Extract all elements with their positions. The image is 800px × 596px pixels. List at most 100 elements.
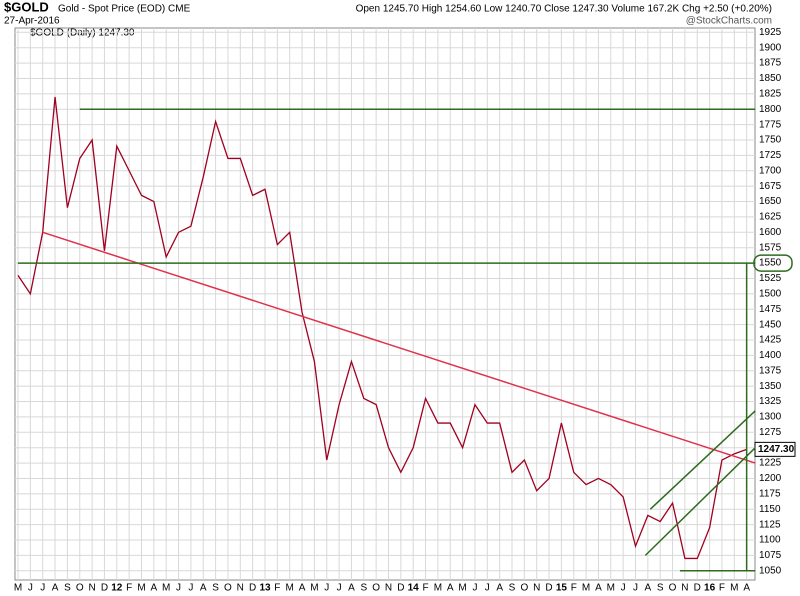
x-tick-label: J bbox=[28, 583, 33, 594]
y-tick-label: 1850 bbox=[759, 73, 782, 84]
price-line bbox=[17, 96, 747, 560]
y-tick-label: 1450 bbox=[759, 319, 782, 330]
chart-subtitle: Gold - Spot Price (EOD) CME bbox=[58, 4, 191, 15]
x-tick-label: J bbox=[621, 583, 626, 594]
y-tick-label: 1200 bbox=[759, 473, 782, 484]
x-tick-label: J bbox=[633, 583, 638, 594]
y-tick-label: 1375 bbox=[759, 365, 782, 376]
x-tick-label: M bbox=[310, 583, 318, 594]
y-tick-label: 1675 bbox=[759, 181, 782, 192]
y-tick-label: 1775 bbox=[759, 119, 782, 130]
x-tick-label: S bbox=[657, 583, 664, 594]
y-tick-label: 1925 bbox=[759, 27, 782, 38]
x-tick-label: O bbox=[224, 583, 232, 594]
y-tick-label: 1075 bbox=[759, 550, 782, 561]
x-tick-label: 12 bbox=[111, 583, 123, 594]
y-tick-label: 1600 bbox=[759, 227, 782, 238]
y-tick-label: 1525 bbox=[759, 273, 782, 284]
quote: Open 1245.70 High 1254.60 Low 1240.70 Cl… bbox=[356, 4, 772, 15]
y-tick-label: 1400 bbox=[759, 350, 782, 361]
x-tick-label: J bbox=[176, 583, 181, 594]
legend-entry: $GOLD (Daily) 1247.30 bbox=[30, 28, 135, 39]
x-tick-label: J bbox=[472, 583, 477, 594]
x-tick-label: D bbox=[249, 583, 256, 594]
date: 27-Apr-2016 bbox=[4, 16, 60, 27]
x-tick-label: 13 bbox=[259, 583, 271, 594]
x-tick-label: J bbox=[40, 583, 45, 594]
y-tick-label: 1425 bbox=[759, 335, 782, 346]
x-tick-label: M bbox=[458, 583, 466, 594]
y-tick-label: 1800 bbox=[759, 104, 782, 115]
x-tick-label: N bbox=[533, 583, 540, 594]
x-tick-label: S bbox=[509, 583, 516, 594]
x-tick-label: D bbox=[694, 583, 701, 594]
x-tick-label: F bbox=[274, 583, 280, 594]
x-tick-label: O bbox=[520, 583, 528, 594]
x-tick-label: N bbox=[237, 583, 244, 594]
y-tick-label: 1825 bbox=[759, 88, 782, 99]
y-tick-label: 1725 bbox=[759, 150, 782, 161]
trendline bbox=[649, 410, 756, 510]
x-tick-label: A bbox=[496, 583, 503, 594]
x-tick-label: 14 bbox=[408, 583, 420, 594]
y-tick-label: 1275 bbox=[759, 427, 782, 438]
y-tick-label: 1050 bbox=[759, 565, 782, 576]
y-tick-label: 1325 bbox=[759, 396, 782, 407]
x-tick-label: A bbox=[52, 583, 59, 594]
chart-title: $GOLD bbox=[4, 0, 49, 14]
x-tick-label: A bbox=[645, 583, 652, 594]
y-tick-label: 1875 bbox=[759, 58, 782, 69]
x-tick-label: A bbox=[151, 583, 158, 594]
x-tick-label: J bbox=[485, 583, 490, 594]
y-tick-label: 1650 bbox=[759, 196, 782, 207]
x-tick-label: N bbox=[88, 583, 95, 594]
x-tick-label: S bbox=[360, 583, 367, 594]
x-tick-label: O bbox=[372, 583, 380, 594]
y-tick-label: 1550 bbox=[759, 258, 782, 269]
y-tick-label: 1475 bbox=[759, 304, 782, 315]
y-tick-label: 1750 bbox=[759, 135, 782, 146]
x-tick-label: A bbox=[595, 583, 602, 594]
x-tick-label: O bbox=[669, 583, 677, 594]
y-tick-label: 1700 bbox=[759, 165, 782, 176]
x-tick-label: F bbox=[719, 583, 725, 594]
x-tick-label: M bbox=[137, 583, 145, 594]
x-tick-label: A bbox=[200, 583, 207, 594]
y-tick-label: 1100 bbox=[759, 535, 781, 546]
x-tick-label: M bbox=[582, 583, 590, 594]
trendline bbox=[42, 231, 756, 464]
y-tick-label: 1625 bbox=[759, 212, 782, 223]
credit: @StockCharts.com bbox=[686, 16, 772, 27]
y-tick-label: 1900 bbox=[759, 42, 782, 53]
x-tick-label: M bbox=[730, 583, 738, 594]
x-tick-label: D bbox=[101, 583, 108, 594]
y-tick-label: 1175 bbox=[759, 488, 781, 499]
x-tick-label: N bbox=[681, 583, 688, 594]
x-tick-label: M bbox=[14, 583, 22, 594]
x-tick-label: A bbox=[743, 583, 750, 594]
y-tick-label: 1300 bbox=[759, 412, 782, 423]
x-tick-label: S bbox=[212, 583, 219, 594]
x-tick-label: N bbox=[385, 583, 392, 594]
x-tick-label: M bbox=[607, 583, 615, 594]
y-tick-label: 1500 bbox=[759, 288, 782, 299]
last-price-box bbox=[754, 441, 796, 457]
x-tick-label: D bbox=[397, 583, 404, 594]
plot-area bbox=[14, 27, 756, 581]
y-tick-label: 1575 bbox=[759, 242, 782, 253]
y-tick-label: 1225 bbox=[759, 458, 782, 469]
x-tick-label: J bbox=[337, 583, 342, 594]
x-tick-label: S bbox=[64, 583, 71, 594]
x-tick-label: 16 bbox=[704, 583, 716, 594]
x-tick-label: F bbox=[571, 583, 577, 594]
y-tick-label: 1125 bbox=[759, 519, 781, 530]
x-tick-label: M bbox=[286, 583, 294, 594]
x-tick-label: A bbox=[447, 583, 454, 594]
x-tick-label: F bbox=[126, 583, 132, 594]
last-price-label: 1247.30 bbox=[758, 444, 795, 455]
x-tick-label: D bbox=[545, 583, 552, 594]
x-tick-label: M bbox=[162, 583, 170, 594]
y-tick-label: 1150 bbox=[759, 504, 781, 515]
x-tick-label: O bbox=[76, 583, 84, 594]
